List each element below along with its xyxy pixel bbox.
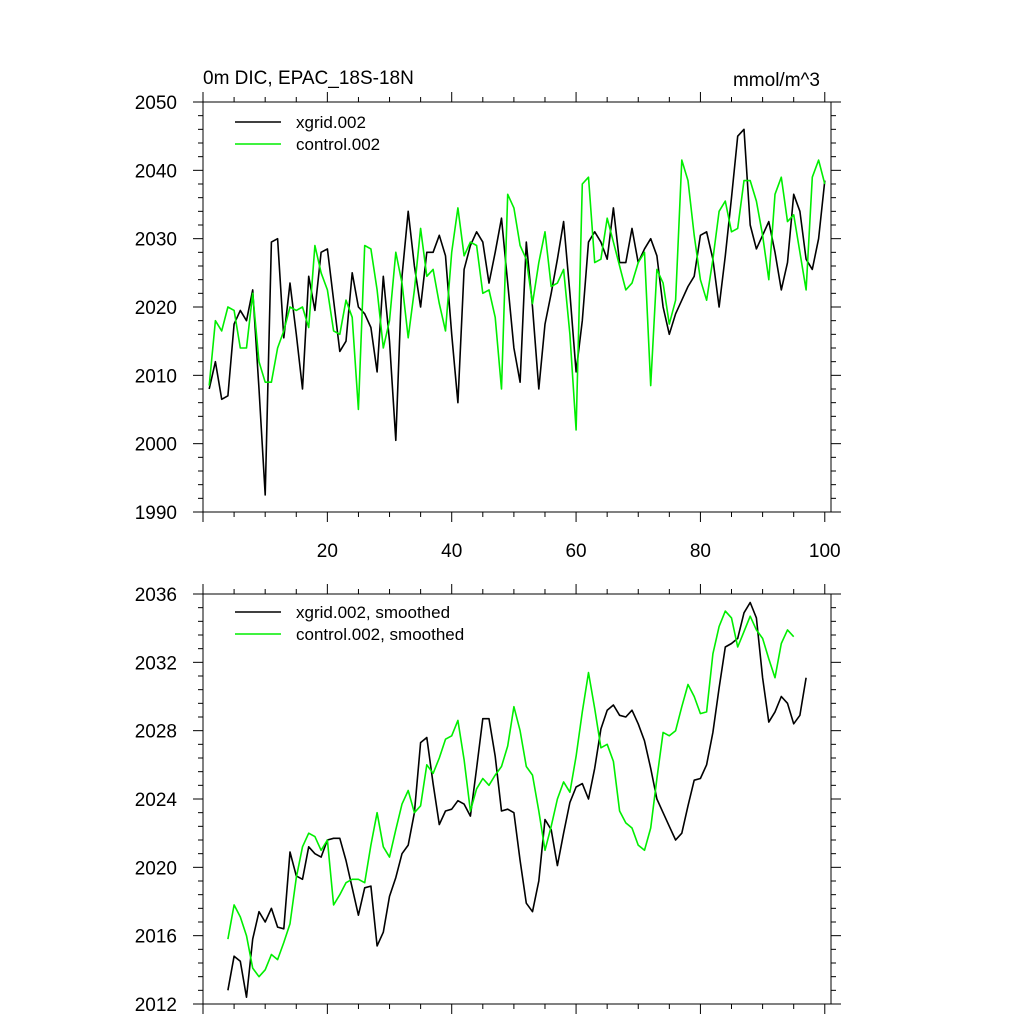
top-chart-plot-frame bbox=[202, 101, 832, 513]
y-tick-label: 2028 bbox=[135, 722, 177, 743]
y-tick-label: 2016 bbox=[135, 927, 177, 948]
top-chart-title: 0m DIC, EPAC_18S-18N bbox=[203, 68, 414, 89]
series-line-xgrid-002 bbox=[208, 128, 826, 496]
bottom-chart-tick-labels: 2012 2016 2020 2024 2028 2032 2036 bbox=[135, 585, 178, 1016]
top-chart-ticks bbox=[193, 92, 841, 522]
x-tick-label: 40 bbox=[441, 541, 462, 562]
y-tick-label: 2020 bbox=[135, 858, 177, 879]
y-tick-label: 2040 bbox=[135, 161, 177, 182]
top-chart-legend: xgrid.002 control.002 bbox=[235, 113, 380, 154]
y-tick-label: 2020 bbox=[135, 298, 177, 319]
y-tick-label: 2032 bbox=[135, 653, 177, 674]
legend-label-control: control.002 bbox=[296, 135, 380, 154]
legend-label-xgrid-smoothed: xgrid.002, smoothed bbox=[296, 603, 450, 622]
bottom-chart-series bbox=[227, 601, 807, 999]
top-chart-panel: 0m DIC, EPAC_18S-18N mmol/m^3 1990 2000 20… bbox=[135, 68, 841, 562]
y-tick-label: 2036 bbox=[135, 585, 177, 606]
legend-label-xgrid: xgrid.002 bbox=[296, 113, 366, 132]
series-line-xgrid-002-smoothed bbox=[227, 601, 807, 999]
x-tick-label: 80 bbox=[690, 541, 711, 562]
series-line-control-002-smoothed bbox=[227, 610, 795, 978]
bottom-chart-plot-frame bbox=[202, 593, 832, 1005]
top-chart-series bbox=[208, 128, 826, 496]
legend-label-control-smoothed: control.002, smoothed bbox=[296, 625, 464, 644]
y-tick-label: 1990 bbox=[135, 503, 177, 524]
bottom-chart-ticks bbox=[193, 584, 841, 1014]
bottom-chart-panel: 2012 2016 2020 2024 2028 2032 2036 xgrid.002, … bbox=[135, 584, 841, 1016]
bottom-chart-legend: xgrid.002, smoothed control.002, smoothe… bbox=[235, 603, 464, 644]
y-tick-label: 2024 bbox=[135, 790, 178, 811]
y-tick-label: 2050 bbox=[135, 93, 177, 114]
x-tick-label: 60 bbox=[565, 541, 586, 562]
x-tick-label: 20 bbox=[317, 541, 338, 562]
y-tick-label: 2012 bbox=[135, 995, 177, 1016]
y-tick-label: 2000 bbox=[135, 435, 177, 456]
series-line-control-002 bbox=[208, 159, 826, 431]
y-tick-label: 2030 bbox=[135, 230, 177, 251]
x-tick-label: 100 bbox=[809, 541, 841, 562]
top-chart-units: mmol/m^3 bbox=[733, 70, 820, 91]
y-tick-label: 2010 bbox=[135, 366, 177, 387]
